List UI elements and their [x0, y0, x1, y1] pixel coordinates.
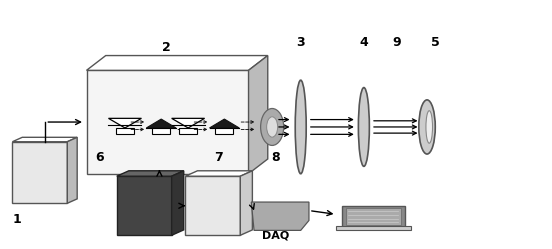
Ellipse shape — [358, 88, 369, 166]
Polygon shape — [109, 118, 141, 128]
Polygon shape — [116, 171, 184, 176]
Ellipse shape — [261, 109, 284, 145]
Bar — [346, 208, 401, 225]
Text: DAQ: DAQ — [262, 231, 290, 241]
Polygon shape — [240, 171, 252, 235]
Bar — [152, 128, 170, 134]
Bar — [336, 226, 411, 230]
Text: 2: 2 — [162, 41, 171, 54]
Polygon shape — [248, 56, 268, 174]
Text: 5: 5 — [431, 36, 439, 49]
Text: 8: 8 — [272, 151, 280, 164]
Text: 3: 3 — [296, 36, 305, 49]
Polygon shape — [185, 171, 252, 176]
Text: 4: 4 — [359, 36, 368, 49]
Ellipse shape — [426, 111, 433, 143]
Text: 7: 7 — [214, 151, 222, 164]
Polygon shape — [210, 119, 239, 128]
Polygon shape — [87, 70, 248, 174]
Polygon shape — [87, 56, 268, 70]
Ellipse shape — [419, 100, 436, 154]
Polygon shape — [12, 137, 77, 142]
Polygon shape — [251, 202, 309, 230]
Bar — [215, 128, 233, 134]
Text: 1: 1 — [12, 213, 21, 226]
Polygon shape — [67, 137, 77, 203]
Bar — [179, 128, 197, 134]
Text: 6: 6 — [95, 151, 103, 164]
Text: 9: 9 — [392, 36, 401, 49]
Polygon shape — [146, 119, 176, 128]
Bar — [116, 128, 134, 134]
Ellipse shape — [267, 117, 278, 137]
Polygon shape — [172, 171, 184, 235]
Polygon shape — [116, 176, 172, 235]
Polygon shape — [172, 118, 205, 128]
Bar — [342, 206, 405, 227]
Polygon shape — [185, 176, 240, 235]
Polygon shape — [12, 142, 67, 203]
Ellipse shape — [295, 80, 306, 174]
